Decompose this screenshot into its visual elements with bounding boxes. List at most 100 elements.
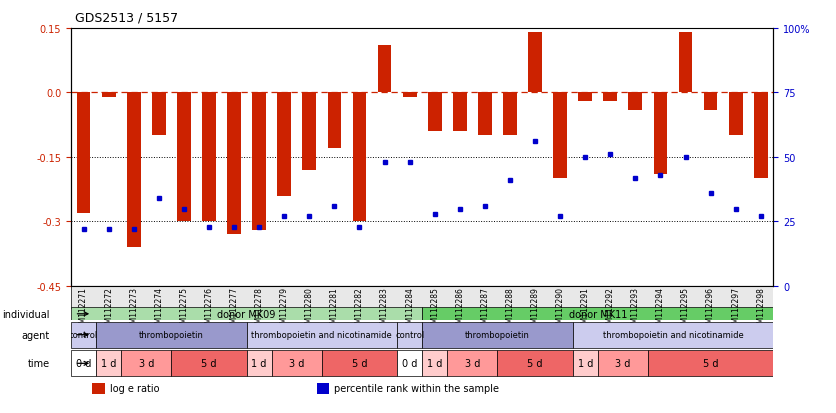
Text: 5 d: 5 d — [201, 358, 217, 368]
Text: GSM112296: GSM112296 — [706, 286, 715, 332]
Bar — [92, 383, 104, 394]
Bar — [322, 351, 397, 376]
Text: thrombopoietin and nicotinamide: thrombopoietin and nicotinamide — [252, 330, 392, 339]
Bar — [247, 351, 272, 376]
Text: 5 d: 5 d — [528, 358, 543, 368]
Bar — [654, 93, 667, 175]
Bar — [503, 93, 517, 136]
Bar — [71, 286, 773, 309]
Bar — [704, 93, 717, 110]
Text: GSM112294: GSM112294 — [656, 286, 665, 332]
Text: thrombopoietin: thrombopoietin — [465, 330, 530, 339]
Bar — [252, 93, 266, 230]
Bar — [422, 308, 773, 320]
Bar — [171, 351, 247, 376]
Text: GSM112290: GSM112290 — [556, 286, 564, 332]
Text: 3 d: 3 d — [615, 358, 630, 368]
Bar — [573, 351, 598, 376]
Text: GSM112273: GSM112273 — [130, 286, 138, 332]
Text: thrombopoietin: thrombopoietin — [139, 330, 204, 339]
Text: GSM112275: GSM112275 — [180, 286, 188, 332]
Text: GSM112281: GSM112281 — [330, 286, 339, 332]
Bar — [679, 33, 692, 93]
Text: individual: individual — [3, 309, 50, 319]
Bar — [353, 93, 366, 222]
Bar — [528, 33, 542, 93]
Bar — [573, 322, 773, 348]
Text: GSM112287: GSM112287 — [481, 286, 489, 332]
Text: agent: agent — [22, 330, 50, 340]
Text: GSM112286: GSM112286 — [456, 286, 464, 332]
Text: log e ratio: log e ratio — [110, 383, 159, 393]
Bar — [729, 93, 742, 136]
Text: time: time — [28, 358, 50, 368]
Text: 1 d: 1 d — [101, 358, 116, 368]
Text: 3 d: 3 d — [289, 358, 304, 368]
Bar — [71, 322, 96, 348]
Text: GSM112291: GSM112291 — [581, 286, 589, 332]
Bar — [397, 322, 422, 348]
Bar — [278, 93, 291, 196]
Bar — [121, 351, 171, 376]
Text: 1 d: 1 d — [578, 358, 593, 368]
Text: GSM112282: GSM112282 — [355, 286, 364, 332]
Text: GSM112289: GSM112289 — [531, 286, 539, 332]
Bar — [422, 351, 447, 376]
Text: GSM112284: GSM112284 — [405, 286, 414, 332]
Text: 3 d: 3 d — [465, 358, 480, 368]
Text: GSM112280: GSM112280 — [305, 286, 314, 332]
Text: GSM112298: GSM112298 — [757, 286, 765, 332]
Bar — [497, 351, 573, 376]
Bar — [77, 93, 90, 214]
Bar — [648, 351, 773, 376]
Text: percentile rank within the sample: percentile rank within the sample — [334, 383, 499, 393]
Bar — [579, 93, 592, 102]
Text: thrombopoietin and nicotinamide: thrombopoietin and nicotinamide — [603, 330, 743, 339]
Bar — [202, 93, 216, 222]
Bar — [227, 93, 241, 235]
Text: GSM112285: GSM112285 — [431, 286, 439, 332]
Bar — [127, 93, 140, 248]
Text: GSM112297: GSM112297 — [732, 286, 740, 332]
Text: 0 d: 0 d — [76, 358, 91, 368]
Text: 0 d: 0 d — [402, 358, 417, 368]
Text: GDS2513 / 5157: GDS2513 / 5157 — [75, 12, 178, 25]
Text: GSM112283: GSM112283 — [380, 286, 389, 332]
Bar — [428, 93, 441, 132]
Text: 5 d: 5 d — [352, 358, 367, 368]
Text: 3 d: 3 d — [139, 358, 154, 368]
Text: 1 d: 1 d — [252, 358, 267, 368]
Bar — [102, 93, 115, 97]
Bar — [328, 93, 341, 149]
Text: GSM112272: GSM112272 — [104, 286, 113, 332]
Bar — [754, 93, 767, 179]
Bar — [478, 93, 492, 136]
Bar — [152, 93, 166, 136]
Text: GSM112279: GSM112279 — [280, 286, 288, 332]
Bar — [447, 351, 497, 376]
Bar — [598, 351, 648, 376]
Text: GSM112276: GSM112276 — [205, 286, 213, 332]
Bar — [403, 93, 416, 97]
Bar — [96, 322, 247, 348]
Text: control: control — [395, 330, 424, 339]
Text: GSM112277: GSM112277 — [230, 286, 238, 332]
Bar — [247, 322, 397, 348]
Text: GSM112271: GSM112271 — [79, 286, 88, 332]
Text: GSM112288: GSM112288 — [506, 286, 514, 332]
Bar — [71, 308, 422, 320]
Text: GSM112274: GSM112274 — [155, 286, 163, 332]
Bar — [272, 351, 322, 376]
Bar — [422, 322, 573, 348]
Bar — [629, 93, 642, 110]
Bar — [397, 351, 422, 376]
Text: control: control — [69, 330, 98, 339]
Text: 5 d: 5 d — [703, 358, 718, 368]
Text: GSM112278: GSM112278 — [255, 286, 263, 332]
Bar — [177, 93, 191, 222]
Bar — [71, 351, 96, 376]
Text: GSM112293: GSM112293 — [631, 286, 640, 332]
Bar — [553, 93, 567, 179]
Bar — [378, 46, 391, 93]
Bar — [453, 93, 466, 132]
